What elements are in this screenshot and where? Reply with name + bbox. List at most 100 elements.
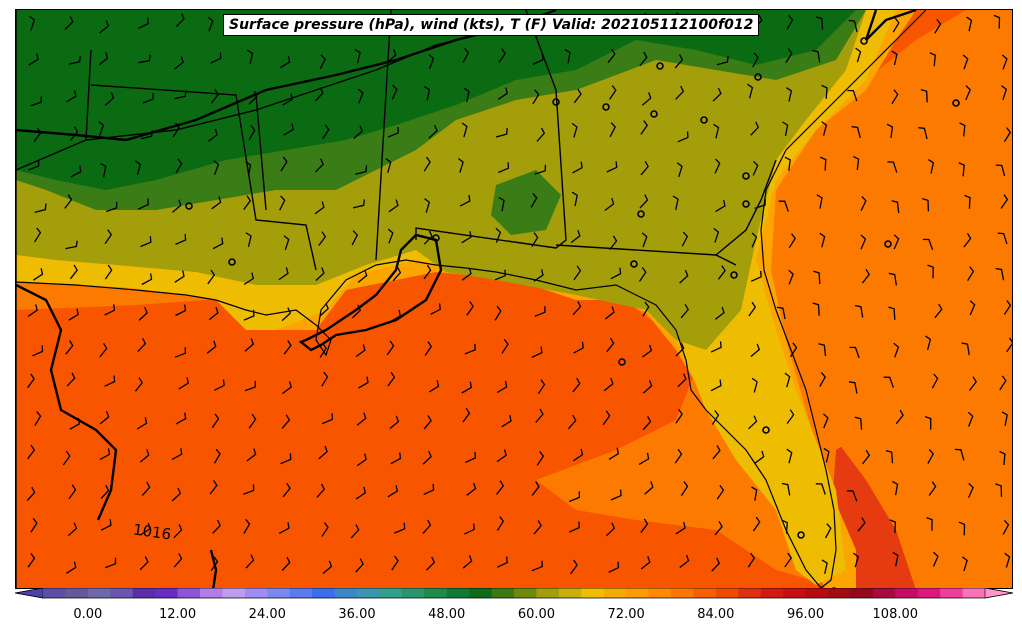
wind-barb	[98, 52, 109, 66]
wind-barb	[175, 13, 185, 28]
wind-barb	[351, 304, 362, 319]
wind-barb	[958, 521, 966, 536]
wind-barb	[461, 231, 472, 244]
wind-barb	[606, 337, 615, 353]
wind-barb	[640, 556, 651, 570]
wind-barb	[463, 87, 470, 103]
wind-barb	[70, 126, 79, 141]
wind-barb	[173, 553, 183, 568]
wind-barb	[423, 156, 431, 172]
colorbar-segment	[87, 588, 111, 598]
colorbar-segment	[177, 588, 201, 598]
wind-barb	[674, 54, 684, 69]
wind-barb	[786, 409, 795, 424]
wind-barb	[572, 161, 583, 174]
wind-barb	[860, 196, 867, 211]
wind-barb	[280, 453, 292, 465]
wind-barb	[497, 87, 508, 101]
wind-barb	[571, 191, 578, 207]
wind-barb	[531, 232, 539, 248]
wind-barb	[137, 337, 147, 353]
wind-barb	[462, 47, 470, 63]
wind-barb	[754, 198, 766, 210]
wind-barb	[993, 14, 1001, 29]
wind-barb	[243, 195, 252, 210]
wind-barb	[712, 445, 721, 460]
wind-barb	[712, 87, 722, 102]
wind-barb	[322, 413, 334, 425]
wind-barb	[30, 517, 38, 533]
wind-barb	[243, 484, 255, 495]
wind-barb	[139, 449, 150, 463]
wind-barb	[390, 309, 401, 323]
wind-barb	[281, 307, 292, 322]
wind-barb	[104, 375, 116, 387]
wind-barb	[934, 18, 942, 34]
wind-barb	[355, 344, 366, 358]
colorbar-segment	[424, 588, 448, 598]
wind-barb	[785, 48, 793, 63]
wind-barb	[781, 482, 791, 496]
colorbar-segment	[469, 588, 493, 598]
wind-barb	[353, 125, 363, 139]
wind-barb	[32, 268, 44, 281]
wind-barb	[282, 482, 291, 498]
colorbar-segment	[693, 588, 717, 598]
wind-barb	[389, 415, 400, 430]
wind-barb	[68, 55, 81, 65]
wind-barb	[210, 52, 222, 64]
wind-barb	[999, 450, 1006, 466]
colorbar-tick-label: 0.00	[73, 607, 103, 622]
wind-barb	[68, 308, 79, 321]
wind-barb	[64, 16, 74, 30]
wind-barb	[387, 126, 399, 138]
wind-barb	[717, 265, 726, 280]
wind-barb	[319, 302, 329, 317]
colorbar-segment	[895, 588, 919, 598]
wind-barb	[385, 158, 392, 173]
wind-barb	[640, 120, 648, 135]
wind-barb	[603, 377, 614, 392]
wind-barb	[424, 198, 431, 213]
wind-barb	[754, 450, 765, 464]
wind-barb	[608, 447, 620, 460]
wind-barb	[99, 411, 110, 425]
wind-barb	[747, 83, 754, 99]
wind-barb	[387, 228, 394, 244]
wind-barb	[316, 483, 326, 498]
wind-barb	[820, 156, 827, 171]
wind-barb	[564, 48, 571, 64]
wind-barb	[315, 158, 324, 173]
wind-barb	[570, 559, 578, 575]
wind-barb	[244, 338, 255, 352]
colorbar-segment	[312, 588, 336, 598]
wind-barb	[462, 407, 471, 423]
colorbar-tick-label: 84.00	[697, 607, 735, 622]
map-panel	[15, 9, 1013, 589]
wind-barb	[751, 486, 758, 501]
wind-barb	[962, 54, 969, 70]
wind-barb	[851, 126, 861, 139]
wind-barb	[610, 267, 622, 280]
wind-barb	[642, 301, 650, 317]
colorbar-segment	[446, 588, 470, 598]
wind-barb	[138, 17, 149, 29]
colorbar-segment	[872, 588, 896, 598]
wind-barb	[174, 347, 187, 358]
wind-barb	[140, 523, 151, 536]
wind-barb	[243, 309, 255, 321]
wind-barb	[918, 127, 928, 140]
wind-barb	[573, 448, 584, 462]
wind-barb	[784, 156, 791, 171]
wind-barb	[776, 306, 786, 320]
wind-barb	[355, 165, 368, 175]
wind-barb	[423, 264, 432, 280]
wind-barb	[1006, 337, 1012, 353]
wind-barb	[66, 561, 77, 574]
wind-barb	[426, 556, 436, 571]
colorbar-segment	[132, 588, 156, 598]
wind-barb	[887, 161, 898, 173]
wind-barb	[995, 483, 1003, 497]
wind-barb	[747, 552, 756, 568]
wind-barb	[211, 413, 220, 429]
